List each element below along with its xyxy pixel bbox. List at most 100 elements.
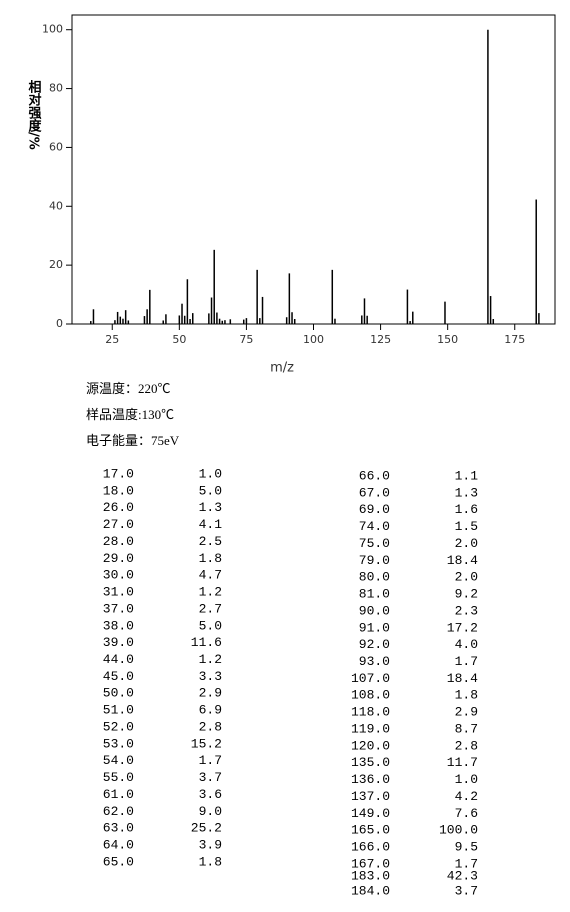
x-tick-label: 125 — [370, 333, 391, 346]
table-intensity: 2.0 — [455, 536, 478, 551]
table-mz: 45.0 — [103, 669, 134, 684]
table-intensity: 4.7 — [199, 568, 222, 583]
table-intensity: 2.5 — [199, 534, 222, 549]
table-intensity: 4.1 — [199, 517, 223, 532]
table-mz: 135.0 — [351, 755, 390, 770]
table-intensity: 3.6 — [199, 787, 222, 802]
plot-frame — [71, 14, 556, 325]
table-intensity: 9.5 — [455, 840, 478, 855]
x-tick-label: 50 — [172, 333, 186, 346]
table-mz: 53.0 — [103, 736, 134, 751]
table-intensity: 11.7 — [447, 755, 478, 770]
table-intensity: 100.0 — [439, 823, 478, 838]
table-mz: 26.0 — [103, 500, 134, 515]
x-tick-label: 75 — [239, 333, 253, 346]
table-intensity: 7.6 — [455, 806, 478, 821]
table-intensity: 1.7 — [455, 654, 478, 669]
table-intensity: 17.2 — [447, 620, 478, 635]
table-intensity: 4.0 — [455, 637, 478, 652]
table-intensity: 2.7 — [199, 601, 222, 616]
table-mz: 38.0 — [103, 618, 134, 633]
table-mz: 165.0 — [351, 823, 390, 838]
table-mz: 80.0 — [359, 570, 390, 585]
table-intensity: 5.0 — [199, 618, 222, 633]
table-intensity: 1.0 — [199, 466, 222, 481]
y-tick-label: 60 — [49, 140, 63, 153]
y-tick-label: 100 — [42, 23, 63, 36]
table-intensity: 6.9 — [199, 703, 222, 718]
table-mz: 62.0 — [103, 804, 134, 819]
table-intensity: 1.6 — [455, 502, 478, 517]
table-mz: 107.0 — [351, 671, 390, 686]
y-tick-label: 20 — [49, 258, 63, 271]
table-intensity: 3.7 — [199, 770, 222, 785]
x-tick-label: 175 — [504, 333, 525, 346]
table-mz: 81.0 — [359, 587, 390, 602]
table-mz: 136.0 — [351, 772, 390, 787]
table-mz: 39.0 — [103, 635, 134, 650]
table-mz: 67.0 — [359, 485, 390, 500]
table-mz: 37.0 — [103, 601, 134, 616]
table-intensity: 1.8 — [199, 854, 222, 869]
table-intensity: 8.7 — [455, 721, 478, 736]
table-mz: 184.0 — [351, 883, 390, 898]
table-intensity: 1.7 — [199, 753, 222, 768]
table-mz: 63.0 — [103, 821, 134, 836]
table-intensity: 25.2 — [191, 821, 222, 836]
table-mz: 27.0 — [103, 517, 134, 532]
table-mz: 183.0 — [351, 868, 390, 883]
table-mz: 44.0 — [103, 652, 134, 667]
table-intensity: 1.7 — [455, 856, 478, 871]
table-mz: 31.0 — [103, 585, 134, 600]
table-intensity: 18.4 — [447, 671, 478, 686]
table-mz: 90.0 — [359, 603, 390, 618]
table-intensity: 4.2 — [455, 789, 478, 804]
table-intensity: 1.3 — [199, 500, 222, 515]
table-intensity: 1.2 — [199, 652, 222, 667]
y-axis-label: 相对强度/% — [26, 79, 42, 149]
table-intensity: 2.8 — [199, 719, 222, 734]
table-intensity: 11.6 — [191, 635, 222, 650]
table-intensity: 2.8 — [455, 738, 478, 753]
table-intensity: 2.3 — [455, 603, 478, 618]
table-mz: 149.0 — [351, 806, 390, 821]
table-intensity: 1.8 — [455, 688, 478, 703]
table-mz: 64.0 — [103, 838, 134, 853]
table-intensity: 1.0 — [455, 772, 478, 787]
table-mz: 66.0 — [359, 468, 390, 483]
table-mz: 74.0 — [359, 519, 390, 534]
table-mz: 61.0 — [103, 787, 134, 802]
table-mz: 92.0 — [359, 637, 390, 652]
table-intensity: 18.4 — [447, 553, 478, 568]
y-tick-label: 40 — [49, 199, 63, 212]
table-intensity: 2.0 — [455, 570, 478, 585]
x-tick-label: 100 — [303, 333, 324, 346]
y-tick-label: 0 — [56, 317, 63, 330]
x-axis-label: m/z — [270, 361, 294, 376]
table-intensity: 9.2 — [455, 587, 478, 602]
table-mz: 118.0 — [351, 705, 390, 720]
table-mz: 120.0 — [351, 738, 390, 753]
table-mz: 79.0 — [359, 553, 390, 568]
info-line: 样品温度:130℃ — [86, 407, 174, 422]
table-mz: 17.0 — [103, 466, 134, 481]
table-intensity: 3.3 — [199, 669, 222, 684]
info-line: 电子能量：75eV — [86, 433, 180, 448]
table-mz: 93.0 — [359, 654, 390, 669]
table-mz: 30.0 — [103, 568, 134, 583]
table-mz: 29.0 — [103, 551, 134, 566]
table-mz: 108.0 — [351, 688, 390, 703]
table-mz: 51.0 — [103, 703, 134, 718]
info-line: 源温度：220℃ — [86, 381, 171, 396]
table-mz: 55.0 — [103, 770, 134, 785]
table-intensity: 5.0 — [199, 483, 222, 498]
table-mz: 137.0 — [351, 789, 390, 804]
table-intensity: 3.7 — [455, 883, 478, 898]
table-intensity: 1.8 — [199, 551, 222, 566]
table-mz: 166.0 — [351, 840, 390, 855]
table-intensity: 1.5 — [455, 519, 478, 534]
table-intensity: 42.3 — [447, 868, 478, 883]
table-intensity: 3.9 — [199, 838, 222, 853]
table-intensity: 9.0 — [199, 804, 222, 819]
